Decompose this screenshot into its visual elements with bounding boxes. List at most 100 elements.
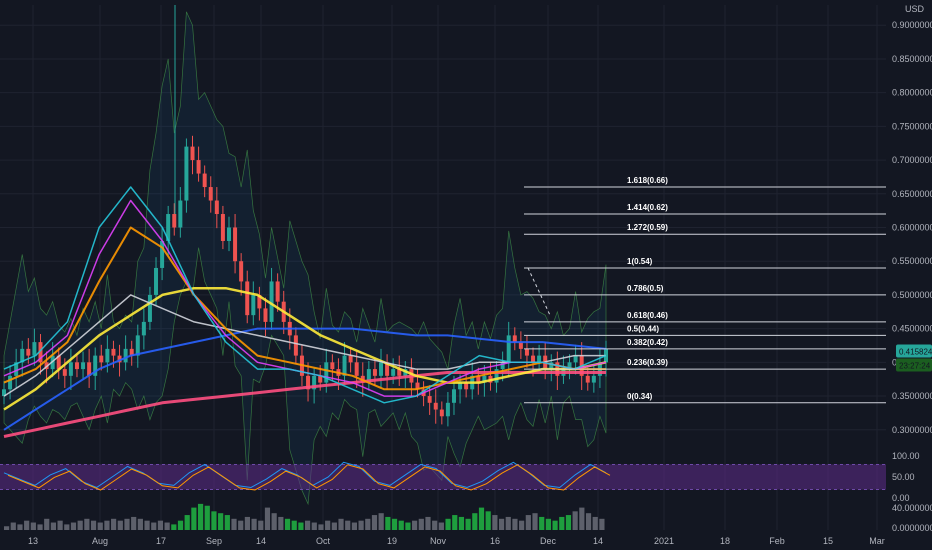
currency-label: USD	[905, 4, 925, 14]
current-price-text: 0.41582449	[899, 348, 932, 357]
candle-body	[202, 173, 207, 188]
rsi-pane	[0, 461, 886, 491]
fib-level-label: 1.414(0.62)	[627, 203, 668, 212]
candle-body	[549, 362, 554, 370]
candle-body	[178, 200, 183, 228]
candle-body	[464, 382, 469, 390]
volume-bar	[572, 511, 578, 530]
time-tick-label: 2021	[654, 536, 674, 546]
candle-body	[397, 369, 402, 376]
volume-bar	[197, 503, 204, 530]
candle-body	[111, 348, 116, 356]
price-tick-label: 0.55000000	[892, 256, 932, 266]
volume-bar	[478, 507, 485, 530]
volume-bar	[218, 513, 224, 530]
candle-body	[524, 348, 529, 356]
time-tick-label: Nov	[430, 536, 447, 546]
candle-body	[318, 375, 323, 383]
candle-body	[2, 389, 6, 397]
volume-bar	[391, 518, 398, 530]
price-tick-label: 0.80000000	[892, 88, 932, 98]
volume-bar	[432, 520, 438, 530]
candle-body	[269, 281, 274, 322]
volume-bar	[224, 515, 230, 530]
candle-body	[518, 342, 523, 349]
time-tick-label: 19	[387, 536, 397, 546]
volume-bar	[385, 516, 391, 530]
volume-bar	[117, 520, 123, 530]
volume-bar	[298, 522, 304, 530]
volume-bar	[264, 507, 271, 530]
volume-bar	[131, 516, 137, 530]
volume-bar	[358, 520, 364, 530]
volume-bar	[311, 522, 317, 530]
candle-body	[379, 362, 384, 376]
volume-bar	[157, 520, 164, 530]
volume-bar	[90, 520, 97, 530]
candle-body	[275, 281, 280, 302]
volume-bar	[57, 520, 63, 530]
moving-average-line-5	[3, 226, 606, 391]
volume-bar	[24, 520, 30, 530]
volume-bar	[545, 518, 551, 530]
price-tick-label: 0.35000000	[892, 391, 932, 401]
candle-body	[220, 214, 225, 241]
price-tick-label: 0.60000000	[892, 223, 932, 233]
candle-body	[585, 375, 590, 383]
volume-tick-label: 40.00000000	[892, 503, 932, 513]
volume-bar	[177, 520, 184, 530]
moving-average-line-7	[3, 186, 607, 404]
candle-body	[385, 362, 390, 376]
volume-bar	[50, 522, 57, 530]
candle-body	[591, 375, 596, 383]
volume-bar	[579, 507, 585, 530]
candle-body	[208, 187, 213, 201]
rsi-tick-label: 100.00	[892, 451, 920, 461]
candle-body	[81, 362, 86, 370]
candle-body	[293, 335, 298, 356]
fib-level-label: 1(0.54)	[627, 257, 653, 266]
volume-bar	[318, 524, 324, 530]
volume-bar	[271, 513, 277, 530]
candle-body	[257, 294, 262, 309]
volume-bar	[565, 515, 572, 530]
volume-bar	[137, 518, 143, 530]
candle-body	[196, 160, 201, 174]
candle-body	[68, 362, 73, 376]
volume-bar	[365, 518, 371, 530]
candle-body	[391, 369, 396, 376]
volume-bar	[412, 520, 418, 530]
volume-bar	[539, 516, 545, 530]
volume-bar	[37, 524, 43, 530]
grid	[0, 5, 886, 530]
volume-bar	[124, 518, 130, 530]
volume-bar	[532, 513, 538, 530]
fib-level-label: 1.272(0.59)	[627, 223, 668, 232]
time-tick-label: Aug	[92, 536, 108, 546]
volume-bar	[104, 520, 110, 530]
volume-bar	[592, 516, 598, 530]
price-tick-label: 0.45000000	[892, 324, 932, 334]
volume-bar	[77, 520, 83, 530]
candle-body	[312, 375, 317, 390]
rsi-d-line	[7, 464, 611, 491]
volume-bar	[64, 524, 70, 530]
volume-bar	[4, 526, 10, 530]
volume-bar	[559, 516, 565, 530]
candle-body	[184, 146, 189, 201]
time-tick-label: 14	[593, 536, 603, 546]
volume-tick-label: 0.00000000	[892, 523, 932, 533]
candle-body	[567, 362, 572, 370]
volume-bar	[338, 518, 344, 530]
candle-body	[154, 267, 159, 295]
volume-bar	[111, 518, 117, 530]
countdown-text: 23:27:24	[899, 362, 931, 371]
candle-body	[433, 402, 438, 410]
volume-bar	[204, 505, 210, 530]
price-tick-label: 0.75000000	[892, 121, 932, 131]
fib-level-label: 1.618(0.66)	[627, 176, 668, 185]
time-tick-label: Oct	[316, 536, 331, 546]
candle-body	[372, 369, 377, 376]
volume-bar	[519, 520, 525, 530]
candle-body	[123, 348, 128, 363]
